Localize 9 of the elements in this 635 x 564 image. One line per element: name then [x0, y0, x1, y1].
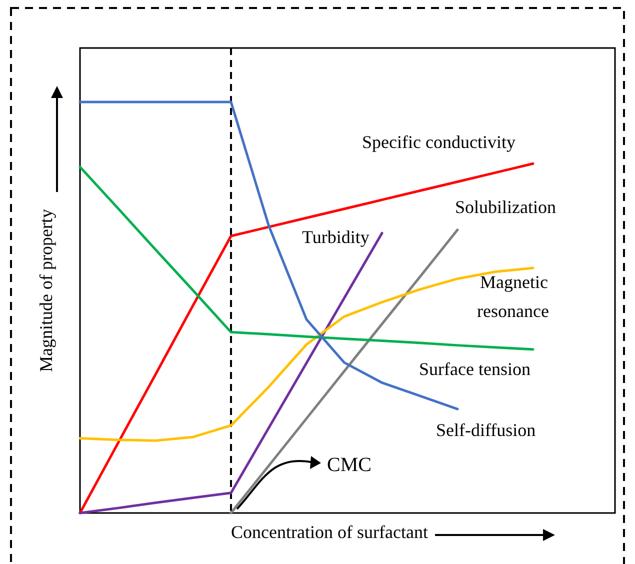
annotation: CMC [327, 454, 372, 476]
series-label: Magnetic resonance [477, 272, 549, 321]
y-axis-title: Magnitude of property [36, 209, 56, 372]
series-label: Self-diffusion [436, 420, 536, 440]
series-label: Turbidity [302, 227, 370, 247]
series-label: Surface tension [419, 359, 530, 379]
series-label: Specific conductivity [362, 132, 516, 152]
x-axis-title: Concentration of surfactant [231, 522, 428, 542]
series-label: Solubilization [455, 197, 556, 217]
